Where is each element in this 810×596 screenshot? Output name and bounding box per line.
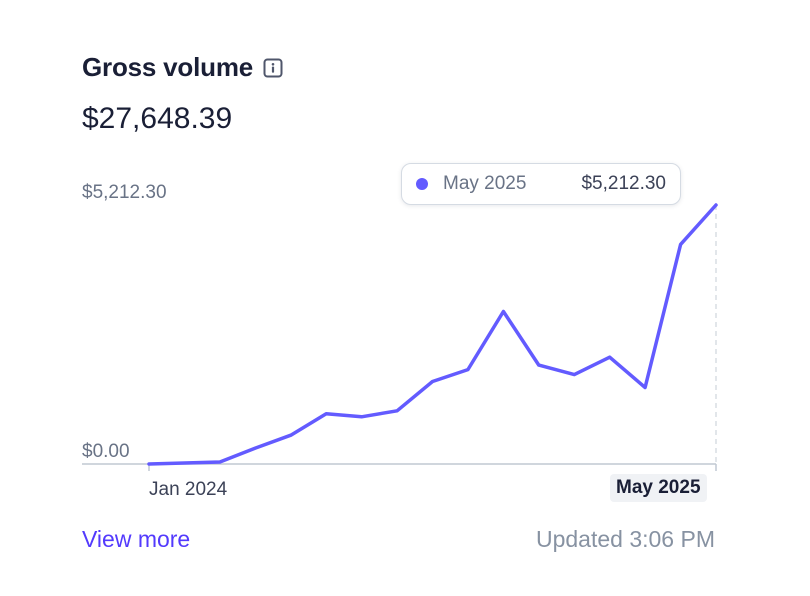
data-point[interactable]: Jul 2024 xyxy=(360,415,364,419)
series-line xyxy=(147,203,718,466)
tooltip-month: May 2025 xyxy=(443,173,527,194)
data-point[interactable]: Jan 2025 xyxy=(572,373,576,377)
updated-timestamp: Updated 3:06 PM xyxy=(535,526,715,552)
data-point[interactable]: Apr 2024 xyxy=(253,446,257,450)
data-point[interactable]: Aug 2024 xyxy=(395,409,399,413)
data-point[interactable]: Nov 2024 xyxy=(501,309,505,313)
series-dot-icon xyxy=(416,178,428,190)
y-axis-min-label: $0.00 xyxy=(82,441,130,462)
data-point[interactable]: Oct 2024 xyxy=(466,368,470,372)
data-point[interactable]: May 2025 xyxy=(714,203,718,207)
data-point[interactable]: Sep 2024 xyxy=(431,380,435,384)
title-row: Gross volume xyxy=(82,52,283,83)
data-point[interactable]: Mar 2025 xyxy=(643,385,647,389)
data-point[interactable]: May 2024 xyxy=(289,433,293,437)
card-title: Gross volume xyxy=(82,52,253,82)
data-point[interactable]: Dec 2024 xyxy=(537,363,541,367)
chart-tooltip: May 2025 $5,212.30 xyxy=(401,163,681,205)
data-point[interactable]: Jan 2024 xyxy=(147,462,151,466)
data-point[interactable]: Jun 2024 xyxy=(324,412,328,416)
tooltip-value: $5,212.30 xyxy=(581,173,666,194)
info-icon[interactable] xyxy=(263,58,283,78)
data-point[interactable]: Feb 2025 xyxy=(608,355,612,359)
data-point[interactable]: Mar 2024 xyxy=(218,460,222,464)
data-point[interactable]: Feb 2024 xyxy=(182,461,186,465)
total-amount: $27,648.39 xyxy=(82,102,233,135)
y-axis-max-label: $5,212.30 xyxy=(82,182,167,203)
x-axis-start-label: Jan 2024 xyxy=(149,479,228,500)
x-axis-end-label: May 2025 xyxy=(610,474,707,502)
view-more-link[interactable]: View more xyxy=(82,526,191,552)
data-point[interactable]: Apr 2025 xyxy=(679,242,683,246)
